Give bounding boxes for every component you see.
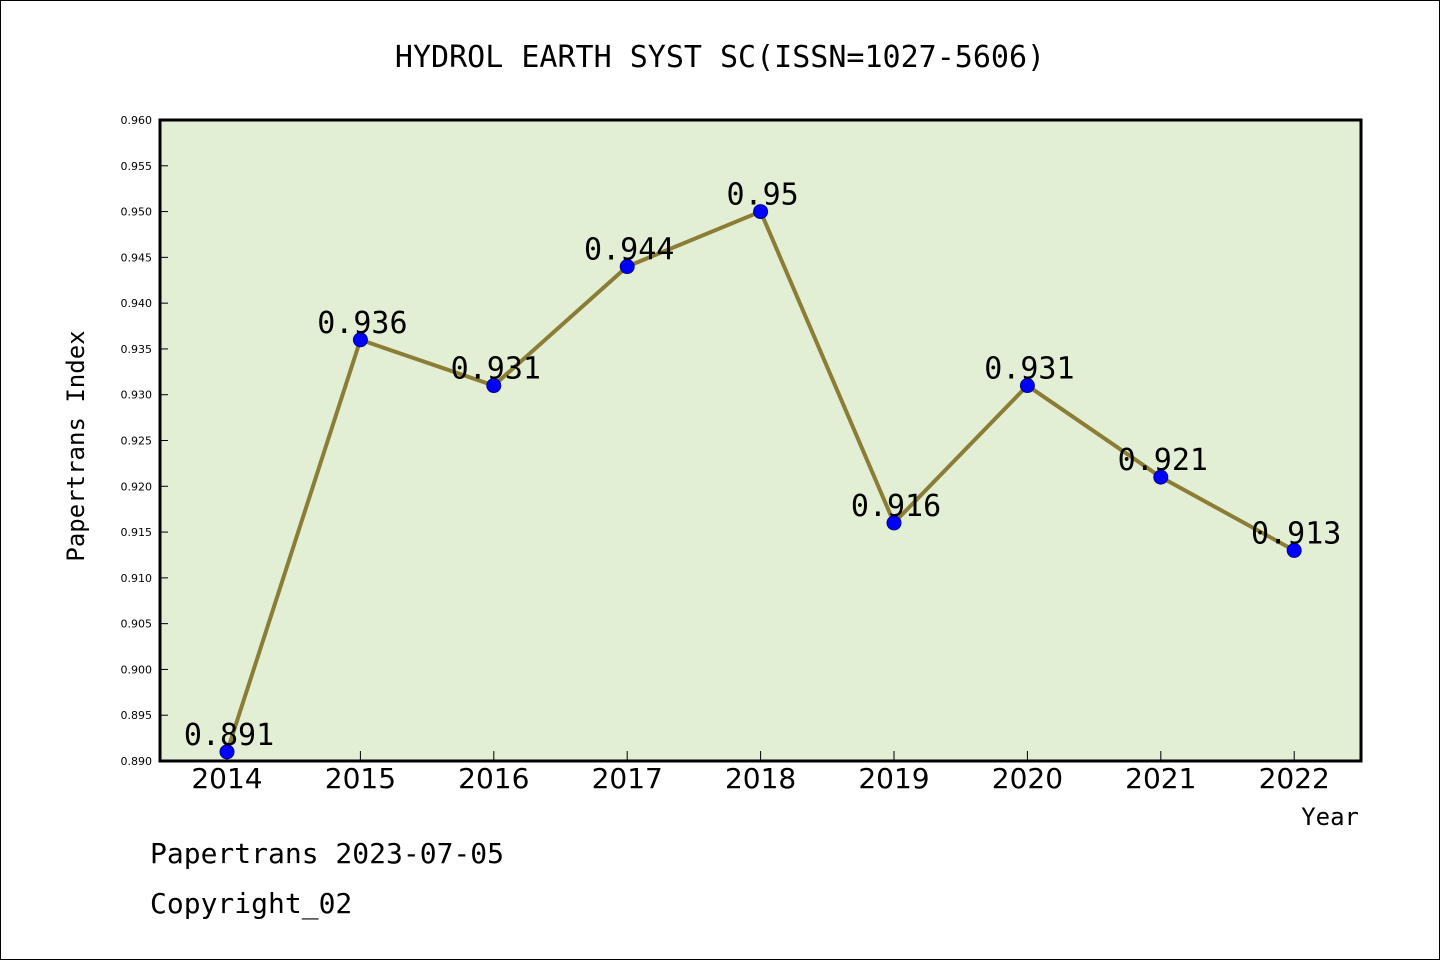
data-label: 0.936 (317, 306, 407, 341)
x-tick-label: 2021 (1125, 762, 1196, 795)
y-axis-label: Papertrans Index (62, 330, 90, 561)
series-markers (219, 204, 1302, 760)
data-point (486, 378, 502, 394)
data-point (886, 515, 902, 531)
y-tick-label: 0.940 (121, 297, 153, 310)
y-tick-label: 0.955 (121, 160, 153, 173)
y-tick-label: 0.935 (121, 343, 153, 356)
y-tick-label: 0.950 (121, 206, 153, 219)
x-axis: 2014 2015 2016 2017 2018 2019 2020 2021 2022 (191, 751, 1330, 795)
data-label: 0.916 (851, 489, 941, 524)
data-label: 0.921 (1118, 443, 1208, 478)
data-label: 0.931 (984, 352, 1074, 387)
x-tick-label: 2022 (1259, 762, 1330, 795)
x-tick-label: 2015 (325, 762, 396, 795)
x-tick-label: 2016 (458, 762, 529, 795)
y-tick-label: 0.910 (121, 572, 153, 585)
data-point (1019, 378, 1035, 394)
x-tick-label: 2018 (725, 762, 796, 795)
data-labels: 0.891 0.936 0.931 0.944 0.95 0.916 0.931 0.921 0… (184, 178, 1342, 753)
y-tick-label: 0.920 (121, 480, 153, 493)
x-tick-label: 2019 (858, 762, 929, 795)
y-tick-label: 0.905 (121, 618, 153, 631)
y-tick-label: 0.930 (121, 389, 153, 402)
footer-copyright: Copyright_02 (150, 887, 352, 921)
y-tick-label: 0.890 (121, 755, 153, 768)
y-tick-label: 0.925 (121, 435, 153, 448)
y-tick-label: 0.900 (121, 663, 153, 676)
data-label: 0.891 (184, 718, 274, 753)
plot-area (158, 118, 1363, 763)
y-axis: 0.890 0.895 0.900 0.905 0.910 0.915 0.920 0.925… (121, 114, 168, 768)
y-tick-label: 0.895 (121, 709, 153, 722)
x-tick-label: 2020 (992, 762, 1063, 795)
data-point (219, 744, 235, 760)
chart-title: HYDROL EARTH SYST SC(ISSN=1027-5606) (395, 40, 1045, 75)
y-tick-label: 0.945 (121, 251, 153, 264)
data-label: 0.95 (726, 178, 798, 213)
footer-date: Papertrans 2023-07-05 (150, 837, 504, 870)
data-label: 0.913 (1251, 516, 1341, 551)
data-label: 0.931 (451, 352, 541, 387)
data-point (1286, 542, 1302, 558)
data-label: 0.944 (584, 233, 674, 268)
data-point (619, 259, 635, 275)
y-tick-label: 0.960 (121, 114, 153, 127)
x-axis-label: Year (1301, 803, 1359, 831)
data-point (1153, 469, 1169, 485)
y-tick-label: 0.915 (121, 526, 153, 539)
data-point (352, 332, 368, 348)
x-tick-label: 2014 (191, 762, 262, 795)
data-point (753, 204, 769, 220)
x-tick-label: 2017 (592, 762, 663, 795)
